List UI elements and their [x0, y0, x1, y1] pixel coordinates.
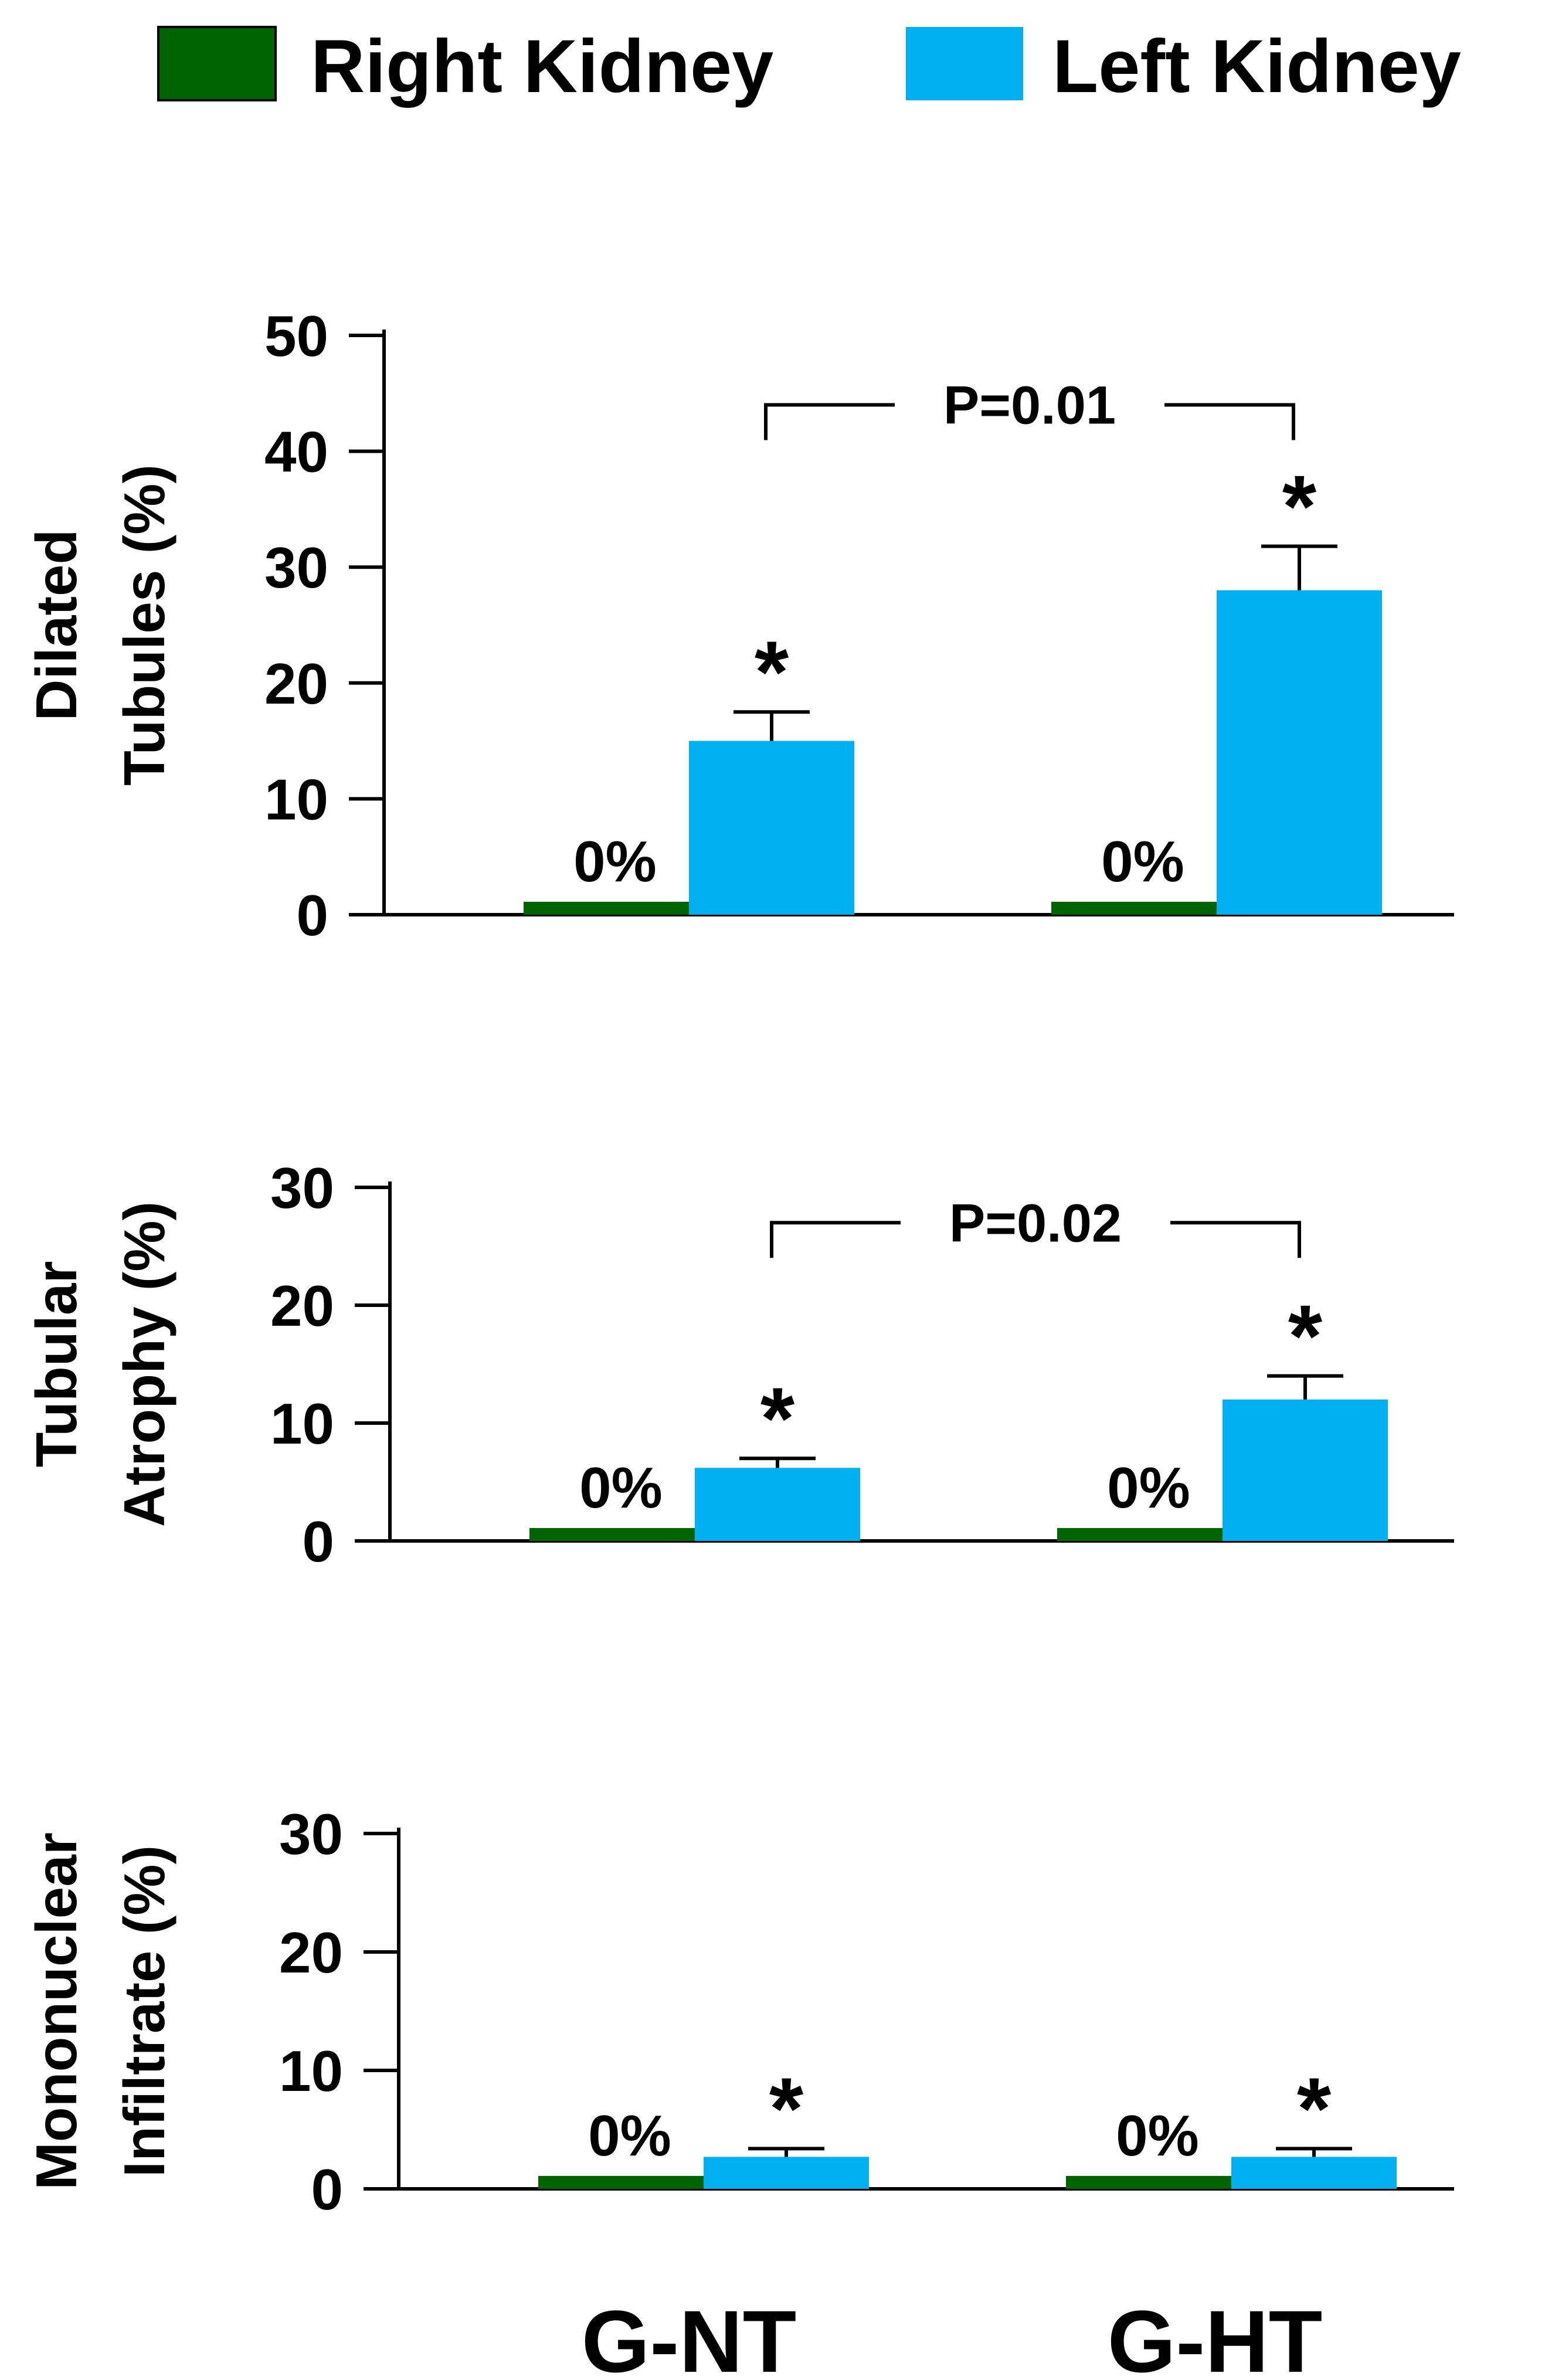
legend-swatch-right-kidney: [157, 26, 277, 101]
p-value-label: P=0.01: [943, 376, 1116, 436]
y-axis-title-line-1: Mononuclear: [24, 1832, 89, 2190]
category-label-g-ht: G-HT: [1108, 2292, 1323, 2380]
data-label-right-kidney-g-ht: 0%: [1116, 2103, 1199, 2168]
significance-star-g-ht: *: [1288, 1286, 1323, 1385]
y-tick-label-10: 10: [264, 767, 328, 831]
bar-right-kidney-g-ht: [1057, 1528, 1223, 1541]
legend-label-left-kidney: Left Kidney: [1052, 25, 1461, 108]
panel-tubular-atrophy: 0 10 20 30 Tubular Atrophy (%) 0% * 0% * P=0.02: [24, 1156, 1454, 1574]
y-tick-label-30: 30: [264, 535, 328, 600]
bar-right-kidney-g-ht: [1051, 902, 1217, 915]
y-tick-label-0: 0: [296, 883, 328, 948]
legend: Right Kidney Left Kidney: [157, 25, 1461, 108]
bar-left-kidney-g-ht: [1217, 590, 1382, 915]
y-tick-label-20: 20: [264, 651, 328, 716]
comparison-bracket-right: [1164, 403, 1295, 440]
y-tick-label-0: 0: [302, 1509, 334, 1574]
panel-mononuclear-infiltrate: 0 10 20 30 Mononuclear Infiltrate (%) 0% * 0% *: [24, 1802, 1454, 2222]
significance-star-g-ht: *: [1282, 457, 1317, 555]
bar-right-kidney-g-ht: [1066, 2176, 1231, 2189]
y-tick-label-20: 20: [270, 1274, 334, 1338]
y-tick-label-10: 10: [270, 1391, 334, 1456]
bar-left-kidney-g-nt: [695, 1468, 860, 1541]
p-value-label: P=0.02: [949, 1193, 1122, 1253]
y-tick-label-20: 20: [279, 1920, 343, 1985]
y-tick-label-10: 10: [279, 2039, 343, 2103]
panel-dilated-tubules: 0 10 20 30 40 50 Dilated Tubules (%) 0% * 0% * P=0.0…: [24, 304, 1454, 948]
y-axis-title: Mononuclear Infiltrate (%): [24, 1832, 176, 2190]
legend-label-right-kidney: Right Kidney: [311, 25, 773, 108]
significance-star-g-ht: *: [1297, 2059, 1332, 2158]
y-axis-title-line-2: Atrophy (%): [112, 1201, 176, 1527]
significance-star-g-nt: *: [769, 2059, 804, 2158]
bar-left-kidney-g-ht: [1231, 2157, 1397, 2189]
data-label-right-kidney-g-nt: 0%: [573, 829, 657, 894]
y-tick-label-40: 40: [264, 420, 328, 484]
y-axis-title-line-2: Infiltrate (%): [112, 1845, 176, 2177]
y-tick-label-30: 30: [270, 1156, 334, 1220]
bar-right-kidney-g-nt: [529, 1528, 695, 1541]
data-label-right-kidney-g-ht: 0%: [1101, 829, 1184, 894]
bar-left-kidney-g-ht: [1223, 1399, 1388, 1541]
y-axis-title-line-1: Tubular: [24, 1261, 89, 1467]
bar-right-kidney-g-nt: [524, 902, 689, 915]
y-tick-label-30: 30: [279, 1802, 343, 1866]
comparison-bracket-left: [764, 403, 895, 440]
y-tick-label-50: 50: [264, 304, 328, 368]
data-label-right-kidney-g-nt: 0%: [588, 2103, 671, 2168]
y-tick-label-0: 0: [311, 2157, 343, 2222]
category-label-g-nt: G-NT: [582, 2292, 797, 2380]
data-label-right-kidney-g-ht: 0%: [1107, 1455, 1190, 1520]
bar-right-kidney-g-nt: [538, 2176, 704, 2189]
y-axis-title: Dilated Tubules (%): [24, 464, 176, 786]
comparison-bracket-right: [1170, 1221, 1301, 1258]
bar-left-kidney-g-nt: [689, 741, 854, 915]
y-axis-title-line-1: Dilated: [24, 529, 89, 721]
significance-star-g-nt: *: [760, 1369, 795, 1468]
data-label-right-kidney-g-nt: 0%: [579, 1455, 663, 1520]
legend-swatch-left-kidney: [906, 27, 1023, 100]
y-axis-title-line-2: Tubules (%): [112, 464, 176, 786]
comparison-bracket-left: [770, 1221, 901, 1258]
y-axis-title: Tubular Atrophy (%): [24, 1201, 176, 1527]
significance-star-g-nt: *: [755, 623, 789, 721]
bar-left-kidney-g-nt: [704, 2157, 869, 2189]
